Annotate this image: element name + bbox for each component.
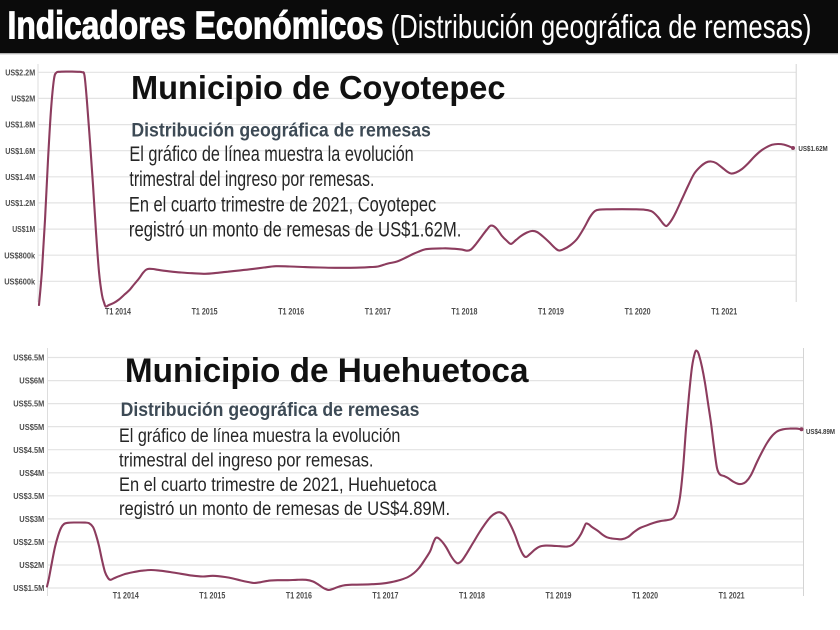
svg-text:US$4.5M: US$4.5M [13, 445, 44, 455]
svg-text:US$5M: US$5M [19, 422, 44, 432]
svg-text:US$3.5M: US$3.5M [13, 491, 44, 501]
svg-text:En el cuarto trimestre de 2021: En el cuarto trimestre de 2021, Huehueto… [119, 474, 437, 496]
svg-text:(Distribución geográfica de re: (Distribución geográfica de remesas) [391, 9, 812, 46]
svg-text:Municipio de Huehuetoca: Municipio de Huehuetoca [125, 352, 529, 390]
svg-text:T1 2020: T1 2020 [632, 591, 658, 601]
svg-text:T1 2018: T1 2018 [451, 307, 477, 317]
svg-text:Distribución geográfica de rem: Distribución geográfica de remesas [121, 400, 420, 421]
svg-text:US$1.8M: US$1.8M [5, 120, 35, 130]
svg-text:T1 2016: T1 2016 [286, 591, 312, 601]
svg-text:T1 2021: T1 2021 [719, 591, 745, 601]
svg-text:En el cuarto trimestre de 2021: En el cuarto trimestre de 2021, Coyotepe… [129, 193, 436, 216]
svg-text:US$6.5M: US$6.5M [13, 353, 44, 363]
svg-text:US$800k: US$800k [4, 250, 35, 260]
svg-text:T1 2017: T1 2017 [365, 307, 391, 317]
svg-text:US$2M: US$2M [11, 94, 35, 104]
svg-text:US$1.62M: US$1.62M [798, 144, 827, 153]
svg-text:T1 2019: T1 2019 [546, 591, 572, 601]
svg-text:US$1M: US$1M [12, 224, 35, 234]
svg-text:US$6M: US$6M [19, 376, 44, 386]
svg-text:trimestral del ingreso por rem: trimestral del ingreso por remesas. [119, 450, 374, 472]
svg-text:Distribución geográfica de rem: Distribución geográfica de remesas [131, 121, 431, 142]
svg-text:US$5.5M: US$5.5M [13, 399, 44, 409]
svg-text:registró un monto de remesas d: registró un monto de remesas de US$1.62M… [129, 219, 462, 242]
svg-text:US$600k: US$600k [4, 276, 35, 286]
svg-text:T1 2019: T1 2019 [538, 307, 564, 317]
svg-text:El gráfico de línea muestra la: El gráfico de línea muestra la evolución [129, 143, 413, 166]
svg-text:T1 2016: T1 2016 [278, 307, 304, 317]
svg-text:US$2M: US$2M [19, 560, 44, 570]
svg-text:US$2.5M: US$2.5M [13, 537, 44, 547]
svg-text:El gráfico de línea muestra la: El gráfico de línea muestra la evolución [119, 425, 400, 447]
svg-text:Indicadores Económicos: Indicadores Económicos [8, 4, 384, 47]
svg-text:T1 2015: T1 2015 [199, 591, 225, 601]
svg-text:US$1.5M: US$1.5M [13, 583, 44, 593]
svg-text:Municipio de Coyotepec: Municipio de Coyotepec [131, 70, 506, 107]
svg-text:US$1.2M: US$1.2M [5, 198, 35, 208]
svg-text:US$4.89M: US$4.89M [806, 427, 835, 436]
svg-text:T1 2020: T1 2020 [625, 307, 651, 317]
svg-text:US$1.6M: US$1.6M [5, 146, 35, 156]
svg-text:US$4M: US$4M [19, 468, 44, 478]
svg-text:T1 2018: T1 2018 [459, 591, 485, 601]
svg-text:registró un monto de remesas d: registró un monto de remesas de US$4.89M… [119, 498, 450, 520]
svg-text:T1 2017: T1 2017 [372, 591, 398, 601]
svg-text:US$2.2M: US$2.2M [5, 67, 35, 77]
svg-text:US$3M: US$3M [19, 514, 44, 524]
svg-text:T1 2015: T1 2015 [192, 307, 218, 317]
svg-text:T1 2021: T1 2021 [711, 307, 737, 317]
svg-text:trimestral del ingreso por rem: trimestral del ingreso por remesas. [129, 168, 374, 191]
svg-text:T1 2014: T1 2014 [113, 591, 139, 601]
svg-text:US$1.4M: US$1.4M [5, 172, 35, 182]
svg-text:T1 2014: T1 2014 [105, 307, 131, 317]
